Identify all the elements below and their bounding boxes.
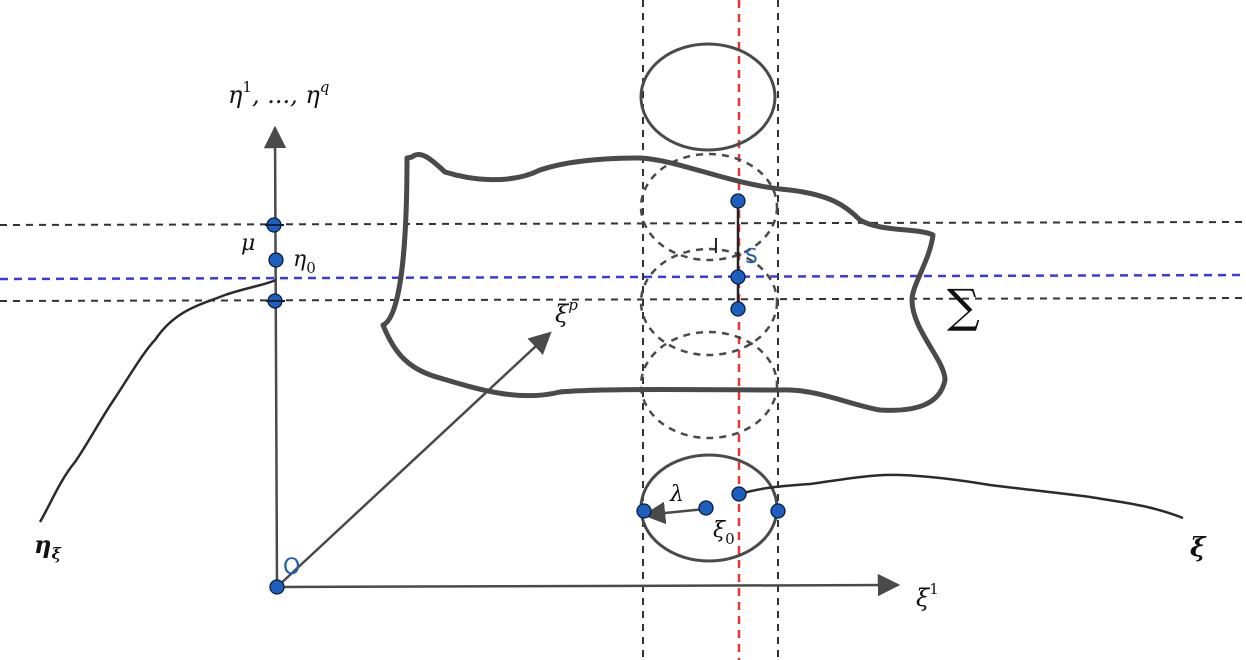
point-s [730,269,746,285]
point-xi-curve [731,486,747,502]
point-s-bottom [730,301,746,317]
label-mu: μ [241,231,255,256]
curve-xi [739,473,1184,520]
point-eta0 [268,252,284,268]
label-eta-xi: ηξ [34,530,62,563]
dashed-horizontal-bottom [0,297,1246,302]
label-xi-1: ξ1 [916,580,939,612]
dashed-horizontal-top [0,221,1246,226]
axis-xi1 [276,573,901,597]
label-xi0: ξ0 [713,518,735,548]
dashed-horizontal-blue [0,273,1246,281]
lambda-arrow [642,501,706,525]
circle-dashed-2 [639,247,779,357]
point-xi0 [698,500,714,516]
axis-eta [263,125,287,588]
label-xi-curve: ξ [1190,533,1207,563]
label-origin: O [283,555,300,580]
circle-dashed-3 [639,330,779,440]
label-s: S [745,244,758,268]
label-i: I [713,234,719,258]
label-eta-axis: η1, ..., ηq [228,78,329,109]
circle-dashed-1 [639,152,779,262]
curve-eta-xi [38,278,277,523]
label-eta0: η0 [293,247,316,277]
axis-xip [276,331,552,588]
point-s-top [730,193,746,209]
point-origin [269,579,285,595]
label-xi-p: ξp [555,296,578,328]
surface-sigma [380,151,948,413]
label-sigma: ∑ [947,279,980,333]
label-lambda: λ [669,482,684,507]
point-lambda-end [636,503,652,519]
point-right-circle [770,503,786,519]
circle-top [639,42,777,152]
